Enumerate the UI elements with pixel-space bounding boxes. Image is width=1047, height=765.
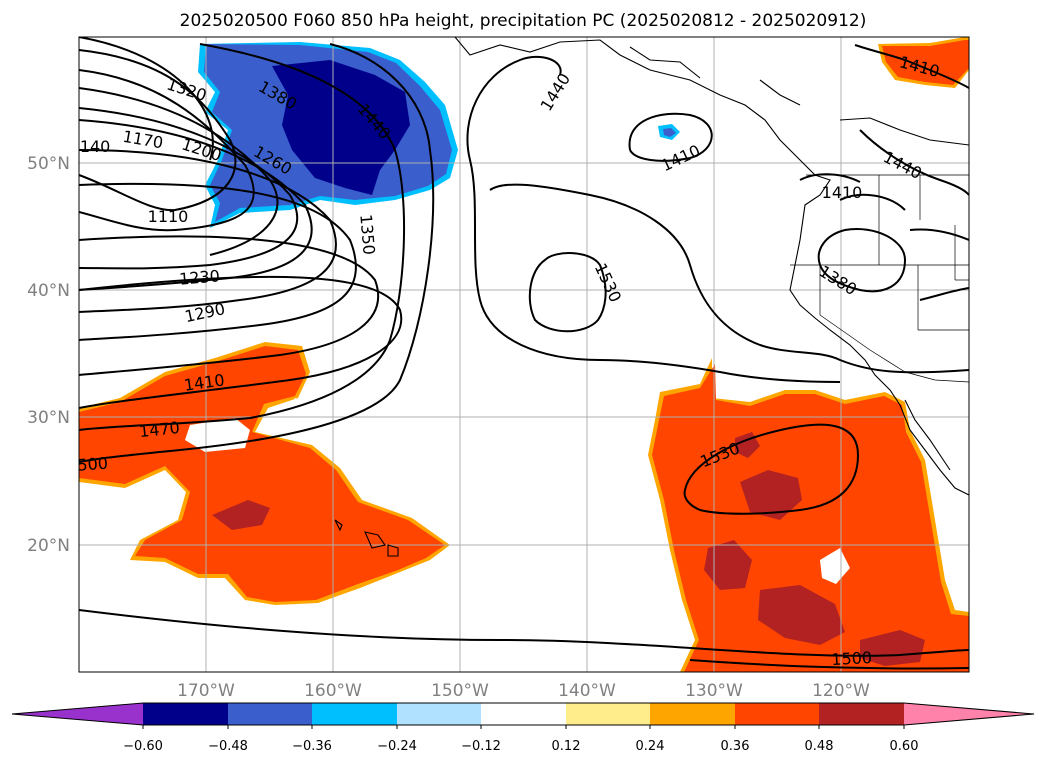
contour-label: 1470 — [138, 418, 180, 441]
longitude-labels: 170°W 160°W 150°W 140°W 130°W 120°W — [177, 681, 870, 701]
colorbar-segment — [481, 703, 566, 725]
map-panel: 1320 1380 1440 1440 1410 1410 1440 1410 … — [67, 36, 970, 673]
height-contours — [79, 37, 969, 670]
colorbar-segment — [312, 703, 397, 725]
colorbar-tick-label: 0.24 — [636, 739, 665, 754]
colorbar-tick-label: 0.48 — [805, 739, 834, 754]
contour-label: 1140 — [70, 137, 111, 156]
lon-label: 140°W — [558, 681, 616, 701]
contour-label: 1410 — [822, 183, 863, 202]
lat-label: 30°N — [27, 408, 70, 428]
colorbar-tick-label: −0.48 — [208, 739, 248, 754]
graticule — [79, 37, 969, 672]
lon-label: 150°W — [431, 681, 489, 701]
colorbar-tick-label: 0.60 — [890, 739, 919, 754]
colorbar-extend-high — [904, 703, 1034, 725]
map-title: 2025020500 F060 850 hPa height, precipit… — [180, 11, 867, 31]
lon-label: 170°W — [177, 681, 235, 701]
colorbar-segment — [228, 703, 312, 725]
latitude-labels: 20°N 30°N 40°N 50°N — [27, 154, 70, 556]
colorbar-tick-label: −0.60 — [123, 739, 163, 754]
lat-label: 50°N — [27, 154, 70, 174]
precip-small-negative-core — [663, 128, 676, 137]
contour-label: 1500 — [831, 648, 873, 669]
colorbar-tick-label: −0.12 — [461, 739, 501, 754]
colorbar-tick-label: 0.12 — [552, 739, 581, 754]
colorbar-segment — [650, 703, 735, 725]
contour-label: 1230 — [178, 266, 220, 288]
lat-label: 20°N — [27, 536, 70, 556]
map-frame — [78, 36, 970, 673]
colorbar-segment — [819, 703, 904, 725]
lon-label: 130°W — [685, 681, 743, 701]
contour-label: 1500 — [67, 454, 109, 476]
lon-label: 160°W — [304, 681, 362, 701]
colorbar-ticks — [142, 725, 905, 729]
colorbar-segment — [143, 703, 228, 725]
colorbar-tick-label: −0.24 — [377, 739, 417, 754]
coastlines — [334, 37, 969, 557]
colorbar-tick-label: 0.36 — [721, 739, 750, 754]
lat-label: 40°N — [27, 281, 70, 301]
colorbar-segment — [735, 703, 819, 725]
precip-strong-negative — [272, 60, 410, 195]
contour-label: 1350 — [356, 213, 378, 255]
colorbar-segment — [397, 703, 481, 725]
colorbar-tick-label: −0.36 — [292, 739, 332, 754]
colorbar-segment — [566, 703, 650, 725]
colorbar-extend-low — [12, 703, 143, 725]
colorbar: −0.60 −0.48 −0.36 −0.24 −0.12 0.12 0.24 … — [11, 702, 1035, 754]
precip-positive-area — [79, 37, 969, 672]
lon-label: 120°W — [812, 681, 870, 701]
contour-label: 1110 — [148, 207, 189, 226]
